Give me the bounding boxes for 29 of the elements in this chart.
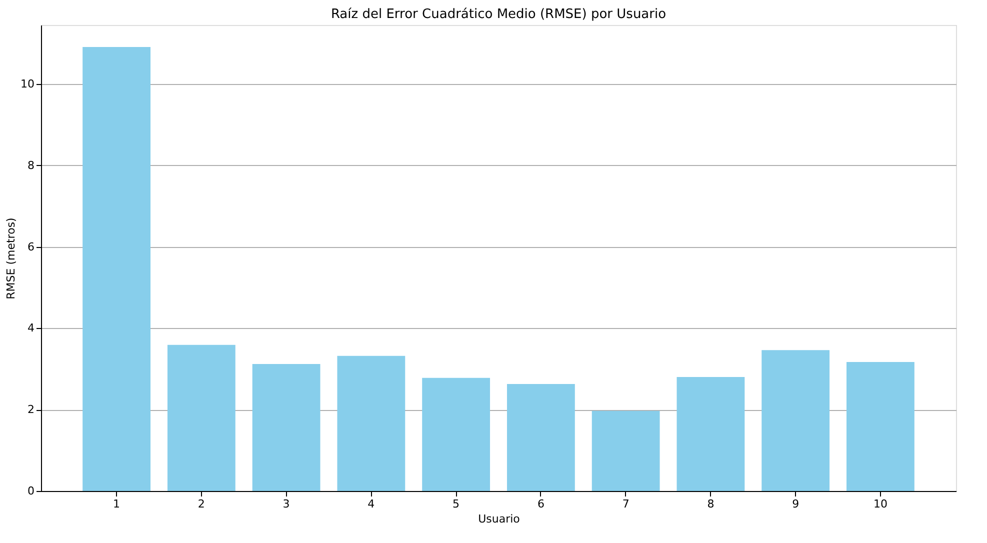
x-tick-label: 4 (368, 498, 375, 510)
bar (846, 362, 914, 491)
x-axis-title: Usuario (478, 512, 520, 526)
bar (592, 410, 660, 491)
y-tick-label: 4 (28, 322, 34, 335)
bar (676, 377, 745, 491)
x-tick-label: 1 (113, 498, 120, 510)
bar (252, 364, 320, 491)
x-tick-label: 3 (282, 498, 290, 510)
y-axis-title: RMSE (metros) (4, 218, 18, 300)
bar (167, 344, 236, 491)
x-tick-label: 2 (198, 498, 205, 510)
bar (82, 46, 150, 491)
x-tick-label: 9 (792, 498, 800, 510)
y-tick-label: 10 (20, 78, 34, 91)
bar (506, 384, 575, 491)
chart-title: Raíz del Error Cuadrático Medio (RMSE) por Usuario (330, 7, 666, 22)
x-tick-label: 8 (707, 498, 714, 510)
bar (422, 378, 490, 491)
x-tick-label: 10 (873, 498, 888, 510)
bar (337, 356, 406, 491)
y-tick-label: 0 (28, 484, 34, 498)
y-tick-label: 6 (28, 240, 34, 254)
x-tick-label: 5 (452, 498, 460, 510)
y-tick-label: 2 (28, 403, 34, 416)
x-tick-label: 6 (537, 498, 544, 510)
x-tick-label: 7 (622, 498, 630, 510)
bar (762, 350, 830, 491)
y-tick-label: 8 (28, 158, 34, 172)
